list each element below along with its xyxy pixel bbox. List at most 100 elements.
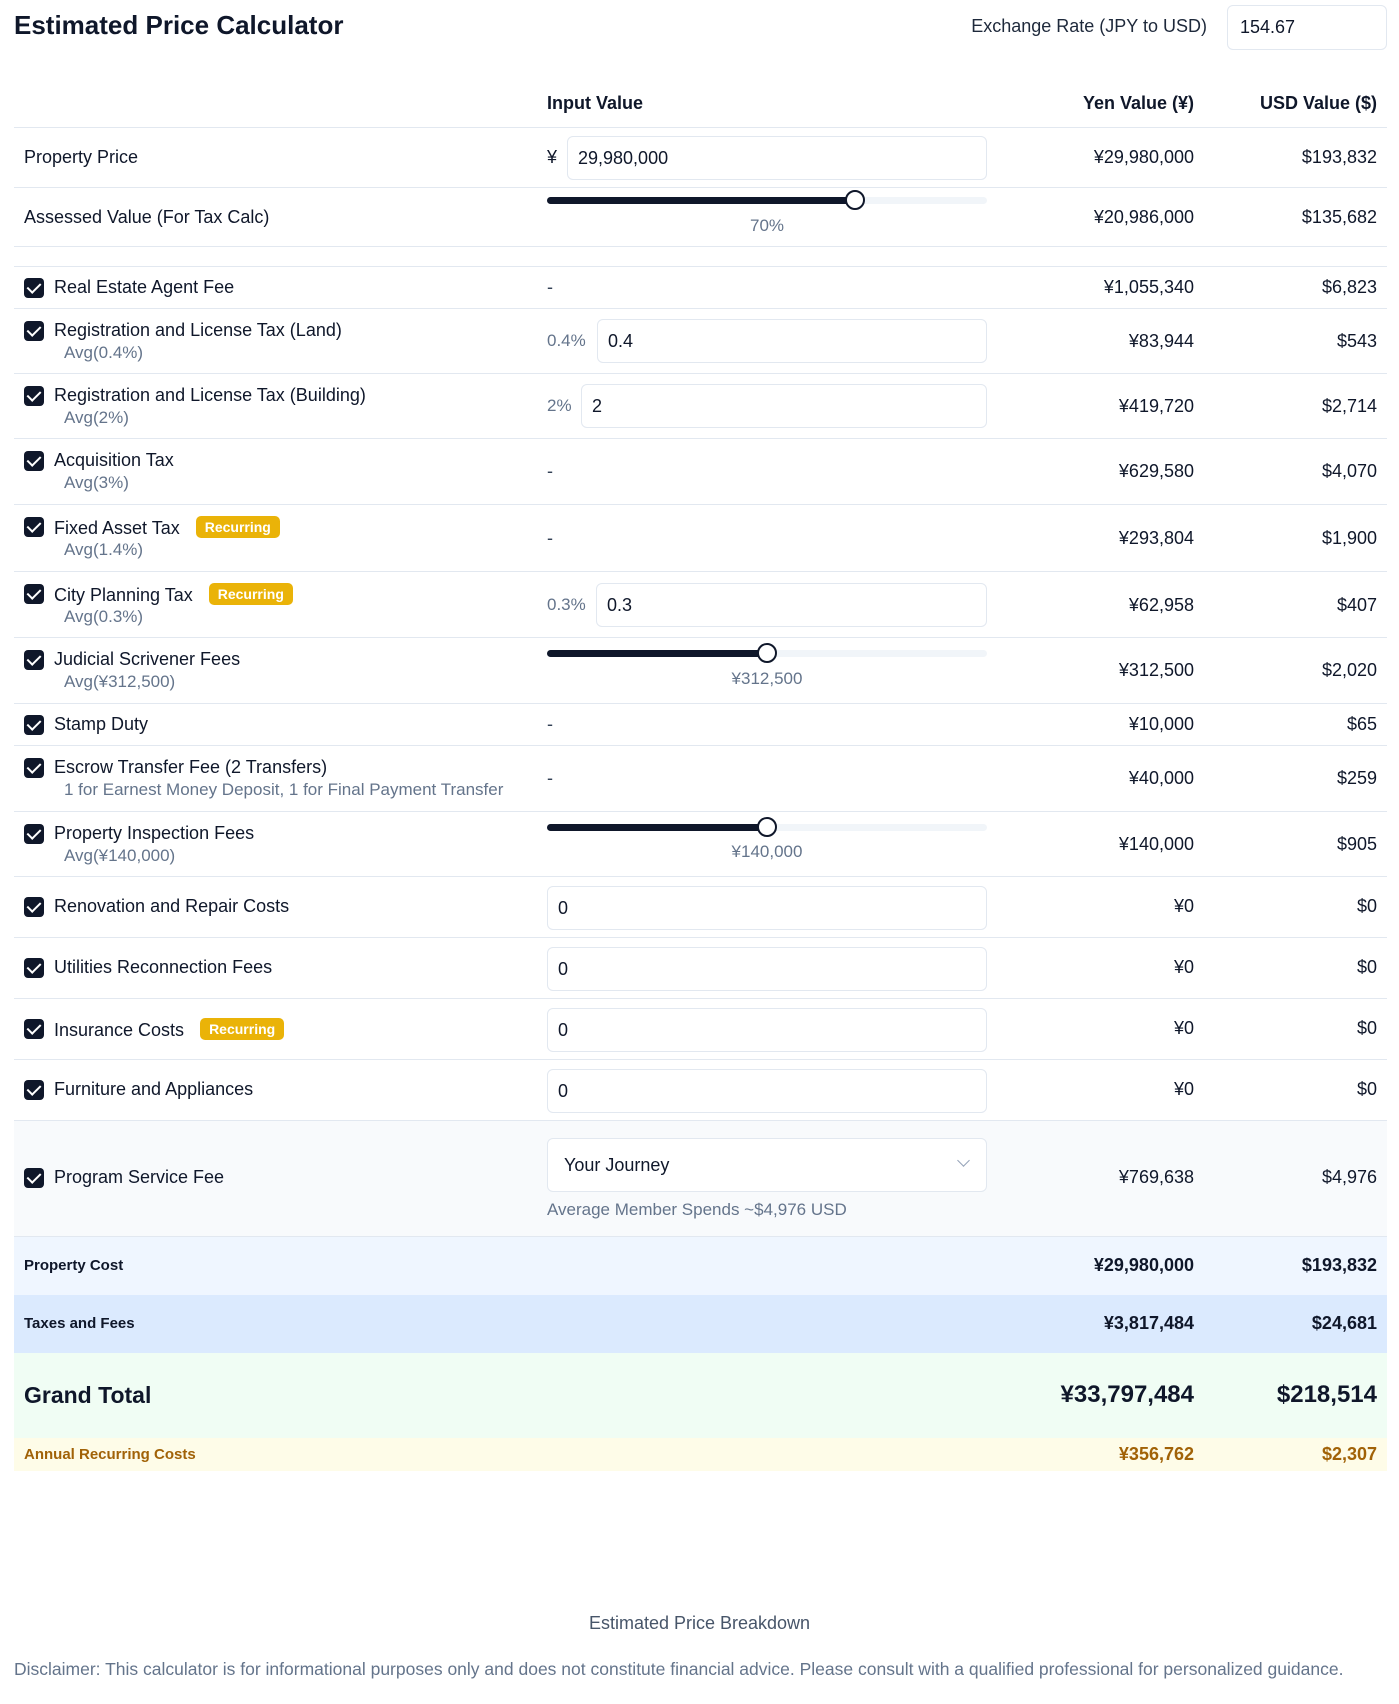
fee-yen: ¥140,000 (1118, 834, 1194, 854)
fee-name: Furniture and Appliances (54, 1079, 254, 1099)
fee-usd: $2,714 (1321, 396, 1377, 416)
checkbox[interactable] (24, 321, 44, 341)
fee-usd: $2,020 (1321, 660, 1377, 680)
row-insurance: Insurance Costs Recurring 0 ¥0 $0 (14, 999, 1387, 1060)
fee-usd: $259 (1336, 768, 1377, 788)
slider-fill (547, 650, 767, 657)
fee-name: Renovation and Repair Costs (54, 896, 290, 916)
row-acquisition-tax: Acquisition Tax Avg(3%) - ¥629,580 $4,07… (14, 439, 1387, 505)
exchange-rate-input[interactable]: 154.67 (1227, 5, 1387, 50)
column-header-input: Input Value (547, 93, 644, 113)
summary-label: Property Cost (24, 1257, 124, 1274)
fee-yen: ¥0 (1173, 957, 1194, 977)
row-furniture: Furniture and Appliances 0 ¥0 $0 (14, 1060, 1387, 1121)
program-note: Average Member Spends ~$4,976 USD (547, 1200, 847, 1219)
row-stamp-duty: Stamp Duty - ¥10,000 $65 (14, 704, 1387, 746)
fee-usd: $905 (1336, 834, 1377, 854)
row-judicial-scrivener: Judicial Scrivener Fees Avg(¥312,500) ¥3… (14, 638, 1387, 704)
inspection-fee-slider[interactable] (547, 817, 987, 837)
fee-name: Registration and License Tax (Land) (54, 320, 342, 340)
exchange-rate-label: Exchange Rate (JPY to USD) (971, 16, 1207, 36)
fee-yen: ¥83,944 (1128, 331, 1194, 351)
fee-name-text: Fixed Asset Tax (54, 518, 180, 538)
judicial-fee-slider[interactable] (547, 643, 987, 663)
checkbox[interactable] (24, 1019, 44, 1039)
fee-average: Avg(1.4%) (64, 540, 144, 559)
checkbox[interactable] (24, 1168, 44, 1188)
fee-input-dash: - (547, 277, 553, 297)
program-select[interactable]: Your Journey (547, 1138, 987, 1192)
grand-total-usd: $218,514 (1276, 1381, 1377, 1408)
slider-thumb[interactable] (845, 190, 865, 210)
checkbox[interactable] (24, 386, 44, 406)
fee-percent: 0.3% (547, 595, 586, 614)
fee-name: Fixed Asset Tax Recurring (54, 516, 280, 539)
recurring-badge: Recurring (195, 516, 280, 538)
row-property-inspection: Property Inspection Fees Avg(¥140,000) ¥… (14, 812, 1387, 877)
checkbox[interactable] (24, 278, 44, 298)
fee-usd: $407 (1336, 595, 1377, 615)
summary-label: Annual Recurring Costs (24, 1446, 196, 1463)
checkbox[interactable] (24, 958, 44, 978)
fee-percent: 0.4% (547, 331, 586, 350)
property-price-usd: $193,832 (1301, 147, 1377, 167)
fee-usd: $4,070 (1321, 461, 1377, 481)
fee-rate-input[interactable]: 0.3 (596, 583, 987, 627)
summary-annual-recurring: Annual Recurring Costs ¥356,762 $2,307 (14, 1438, 1387, 1471)
program-select-value: Your Journey (564, 1155, 670, 1175)
checkbox[interactable] (24, 584, 44, 604)
row-assessed-value: Assessed Value (For Tax Calc) 70% ¥20,98… (14, 188, 1387, 247)
property-price-yen: ¥29,980,000 (1093, 147, 1194, 167)
fee-name: Insurance Costs Recurring (54, 1018, 285, 1041)
recurring-badge: Recurring (208, 583, 293, 605)
fee-yen: ¥769,638 (1118, 1167, 1194, 1187)
slider-thumb[interactable] (757, 643, 777, 663)
fee-name-text: Insurance Costs (54, 1020, 185, 1040)
fee-name: Property Inspection Fees (54, 823, 255, 843)
fee-average: Avg(2%) (64, 408, 129, 427)
page-title: Estimated Price Calculator (14, 10, 344, 40)
fee-yen: ¥0 (1173, 896, 1194, 916)
checkbox[interactable] (24, 715, 44, 735)
fee-name: Acquisition Tax (54, 450, 174, 470)
row-city-planning-tax: City Planning Tax Recurring Avg(0.3%) 0.3… (14, 572, 1387, 638)
property-price-input[interactable]: 29,980,000 (567, 136, 987, 180)
checkbox[interactable] (24, 650, 44, 670)
fee-amount-input[interactable]: 0 (547, 886, 987, 930)
checkbox[interactable] (24, 824, 44, 844)
fee-usd: $0 (1356, 957, 1377, 977)
fee-yen: ¥0 (1173, 1018, 1194, 1038)
row-agent-fee: Real Estate Agent Fee - ¥1,055,340 $6,82… (14, 267, 1387, 309)
slider-thumb[interactable] (757, 817, 777, 837)
fee-yen: ¥62,958 (1128, 595, 1194, 615)
row-property-price: Property Price ¥ 29,980,000 ¥29,980,000 … (14, 128, 1387, 188)
fee-rate-input[interactable]: 2 (581, 384, 987, 428)
summary-property-cost: Property Cost ¥29,980,000 $193,832 (14, 1237, 1387, 1295)
fee-amount-input[interactable]: 0 (547, 947, 987, 991)
fee-input-dash: - (547, 528, 553, 548)
fee-name: City Planning Tax Recurring (54, 583, 293, 606)
fee-usd: $0 (1356, 1079, 1377, 1099)
fee-yen: ¥293,804 (1118, 528, 1194, 548)
summary-yen: ¥356,762 (1118, 1444, 1194, 1464)
fee-rate-input[interactable]: 0.4 (597, 319, 987, 363)
fee-usd: $1,900 (1321, 528, 1377, 548)
row-utilities: Utilities Reconnection Fees 0 ¥0 $0 (14, 938, 1387, 999)
checkbox[interactable] (24, 758, 44, 778)
assessed-value-slider[interactable] (547, 190, 987, 210)
fee-amount-input[interactable]: 0 (547, 1008, 987, 1052)
fee-input-dash: - (547, 714, 553, 734)
fee-name-text: City Planning Tax (54, 585, 193, 605)
assessed-value-usd: $135,682 (1301, 207, 1377, 227)
checkbox[interactable] (24, 897, 44, 917)
fee-usd: $0 (1356, 896, 1377, 916)
checkbox[interactable] (24, 1080, 44, 1100)
checkbox[interactable] (24, 451, 44, 471)
slider-fill (547, 197, 855, 204)
fee-amount-input[interactable]: 0 (547, 1069, 987, 1113)
summary-grand-total: Grand Total ¥33,797,484 $218,514 (14, 1353, 1387, 1438)
checkbox[interactable] (24, 517, 44, 537)
fee-yen: ¥0 (1173, 1079, 1194, 1099)
fee-average: Avg(0.4%) (64, 343, 144, 362)
